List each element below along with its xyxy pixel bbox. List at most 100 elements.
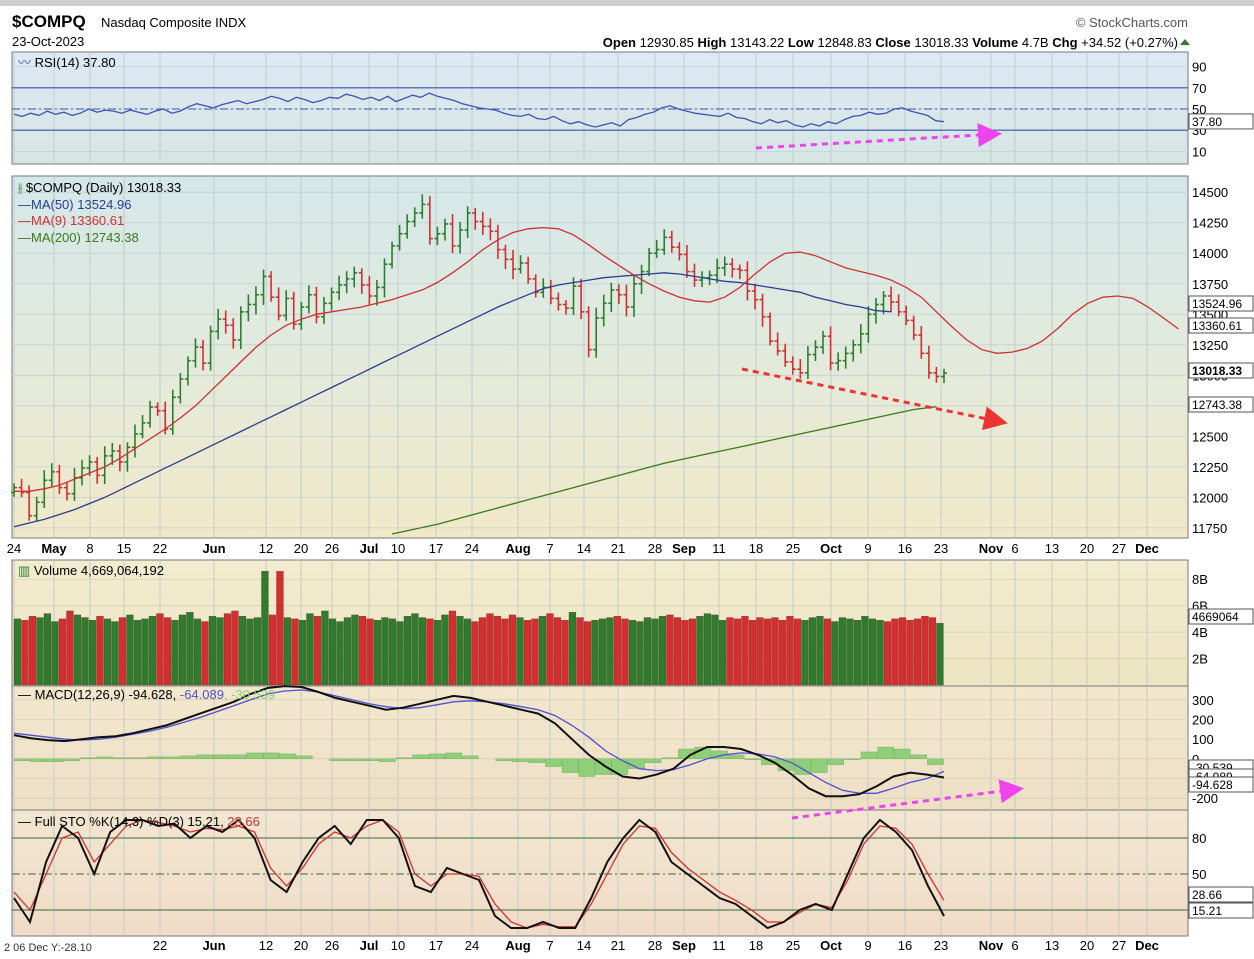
volume-bar (471, 621, 479, 686)
volume-bar (666, 614, 674, 686)
x-tick-label: 28 (648, 541, 662, 556)
volume-bar (441, 614, 449, 686)
x-tick-label: Jun (202, 541, 225, 556)
volume-bar (268, 614, 277, 686)
volume-bar (148, 616, 157, 686)
price-layer (11, 194, 1179, 535)
volume-bar (703, 613, 712, 686)
price-panel (11, 175, 1189, 539)
macd-tick-label: 200 (1192, 713, 1214, 728)
macd-last-value-box (1188, 776, 1254, 793)
volume-bar (838, 617, 847, 686)
volume-bar (36, 617, 44, 686)
ma9-last-value-box (1188, 317, 1254, 334)
volume-bar (868, 618, 877, 686)
x-tick-label-bottom: 9 (864, 938, 871, 953)
volume-bar (808, 617, 817, 686)
axis-layer: 24 May 8 15 22 22 Jun Jun 12 12 20 20 26 26 Jul Jul 10 10… (7, 60, 1254, 953)
volume-bar (771, 617, 779, 686)
volume-bar (501, 618, 509, 686)
volume-bar (81, 617, 89, 686)
volume-last-value-box (1188, 608, 1254, 625)
stochastic-layer (13, 818, 945, 930)
volume-bar (366, 618, 374, 686)
x-tick-label: 24 (7, 541, 21, 556)
volume-bar (276, 571, 284, 686)
macd-title: — MACD(12,26,9) -94.628, -64.089, -30.53… (18, 687, 275, 702)
volume-bar (418, 617, 427, 686)
volume-bar (111, 621, 119, 686)
volume-bar (591, 620, 599, 686)
x-tick-label: 27 (1112, 541, 1126, 556)
x-tick-label-bottom: 7 (546, 938, 553, 953)
macd-signal-line (13, 689, 945, 794)
volume-bar (831, 621, 839, 686)
macd-histogram-bar (246, 752, 263, 759)
ma9-last-value: 13360.61 (1192, 319, 1242, 333)
volume-bar (718, 620, 727, 686)
x-tick-label-bottom: Aug (505, 938, 530, 953)
macd-histogram-bar (196, 754, 213, 759)
macd-histogram-bar (528, 758, 546, 763)
macd-histogram-bar (47, 758, 64, 762)
macd-histogram-bar (13, 758, 31, 761)
volume-bar (493, 616, 502, 686)
macd-tick-label: 0 (1192, 752, 1199, 767)
price-tick-label: 13250 (1192, 338, 1228, 353)
rsi-last-value: 37.80 (1192, 115, 1222, 129)
rsi-last-value-box (1188, 113, 1254, 130)
volume-bar (478, 617, 487, 686)
volume-bar (516, 617, 524, 686)
ma50-legend: —MA(50) 13524.96 (18, 197, 131, 212)
volume-bar (486, 613, 494, 686)
macd-histogram-bar (910, 754, 928, 759)
volume-bar (298, 620, 307, 686)
window-tab-bar (0, 0, 1254, 6)
rsi-tick-label: 50 (1192, 102, 1206, 117)
macd-histogram-bar (512, 758, 529, 762)
price-tick-label: 11750 (1192, 521, 1227, 536)
volume-bar (208, 616, 217, 686)
volume-bar (381, 617, 389, 686)
x-tick-label-bottom: 26 (325, 938, 339, 953)
sto-title: — Full STO %K(14,3) %D(3) 15.21, 28.66 (18, 814, 260, 829)
volume-bar (163, 617, 172, 686)
x-tick-label: 14 (577, 541, 591, 556)
macd-tick-label: -200 (1192, 791, 1218, 806)
ma50-last-value: 13524.96 (1192, 297, 1242, 311)
volume-bar (403, 616, 412, 686)
x-tick-label-bottom: Oct (820, 938, 842, 953)
volume-bar (921, 616, 929, 686)
volume-bar (643, 617, 652, 686)
macd-histogram-bar (130, 757, 147, 759)
volume-bar (523, 620, 532, 686)
macd-histogram-bar (379, 758, 396, 762)
volume-bar (201, 621, 209, 686)
x-tick-label: Aug (505, 541, 530, 556)
volume-bar (88, 620, 97, 686)
volume-bar (651, 618, 659, 686)
macd-histogram-bar (30, 758, 47, 762)
x-tick-label-bottom: 20 (294, 938, 308, 953)
volume-bar (891, 618, 899, 686)
volume-bar (126, 614, 134, 686)
macd-histogram-bar (163, 756, 180, 759)
price-tick-label: 14500 (1192, 185, 1228, 200)
x-tick-label: 20 (294, 541, 308, 556)
rsi-tick-label: 90 (1192, 60, 1206, 75)
volume-bar (291, 618, 299, 686)
volume-bar (883, 621, 892, 686)
macd-histogram-bar (345, 758, 363, 761)
volume-bar (913, 618, 922, 686)
volume-bar (531, 618, 539, 686)
volume-last-value: 4669064 (1192, 610, 1239, 624)
x-tick-label-bottom: 18 (749, 938, 763, 953)
volume-bar (253, 617, 262, 686)
volume-bar (373, 620, 382, 686)
volume-bar (793, 618, 802, 686)
cursor-readout: 2 06 Dec Y:-28.10 (4, 942, 92, 954)
x-tick-label-bottom: 23 (934, 938, 948, 953)
volume-bar (508, 614, 517, 686)
rsi-tick-label: 10 (1192, 144, 1206, 159)
